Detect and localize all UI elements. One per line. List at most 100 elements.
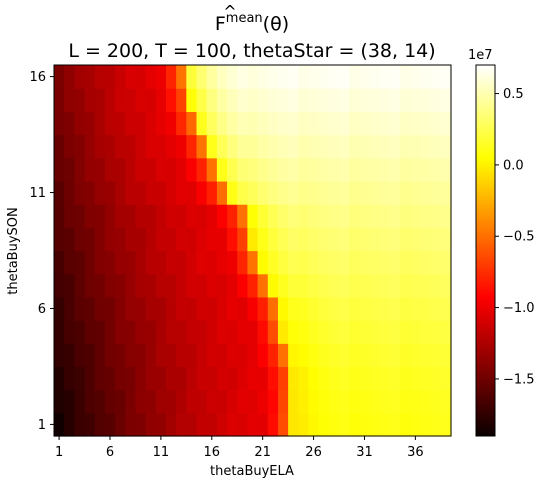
heatmap-cell — [298, 134, 310, 159]
heatmap-cell — [94, 273, 106, 298]
heatmap-cell — [400, 412, 411, 437]
heatmap-cell — [247, 273, 259, 298]
heatmap-cell — [64, 366, 75, 391]
heatmap-cell — [410, 366, 422, 391]
heatmap-cell — [257, 227, 269, 252]
heatmap-cell — [257, 343, 269, 368]
heatmap-cell — [277, 389, 289, 414]
heatmap-cell — [196, 88, 208, 112]
heatmap-cell — [440, 320, 452, 344]
heatmap-cell — [104, 111, 116, 136]
heatmap-cell — [267, 227, 279, 252]
heatmap-cell — [237, 250, 249, 275]
heatmap-cell — [155, 204, 167, 228]
heatmap-cell — [145, 227, 157, 252]
heatmap-cell — [359, 366, 371, 391]
heatmap-cell — [400, 296, 411, 321]
heatmap-cell — [420, 157, 432, 182]
heatmap-cell — [318, 134, 330, 159]
heatmap-cell — [145, 320, 157, 344]
heatmap-cell — [115, 65, 126, 89]
heatmap-cell — [379, 180, 391, 205]
heatmap-cell — [104, 250, 116, 275]
heatmap-cell — [349, 65, 360, 89]
heatmap-cell — [400, 180, 411, 205]
heatmap-cell — [54, 389, 65, 414]
heatmap-cell — [104, 65, 116, 89]
heatmap-cell — [186, 366, 198, 391]
heatmap-cell — [155, 320, 167, 344]
heatmap-cell — [104, 273, 116, 298]
heatmap-cell — [318, 412, 330, 437]
heatmap-cell — [176, 412, 187, 437]
heatmap-cell — [288, 204, 299, 228]
heatmap-cell — [74, 273, 86, 298]
heatmap-cell — [104, 134, 116, 159]
heatmap-cell — [298, 343, 310, 368]
heatmap-cell — [420, 250, 432, 275]
heatmap-cell — [420, 296, 432, 321]
heatmap-cell — [206, 412, 218, 437]
y-tick-label: 1 — [38, 418, 46, 433]
x-tick-label: 1 — [55, 445, 63, 460]
heatmap-cell — [277, 227, 289, 252]
heatmap-cell — [196, 273, 208, 298]
title-line2: L = 200, T = 100, thetaStar = (38, 14) — [68, 40, 435, 62]
heatmap-cell — [155, 65, 167, 89]
heatmap-cell — [206, 65, 218, 89]
heatmap-cell — [196, 412, 208, 437]
heatmap-cell — [216, 412, 228, 437]
heatmap-cell — [339, 273, 350, 298]
heatmap-cell — [247, 111, 259, 136]
heatmap-cell — [84, 296, 96, 321]
heatmap-cell — [64, 296, 75, 321]
heatmap-cell — [145, 389, 157, 414]
heatmap-cell — [308, 366, 320, 391]
heatmap-cell — [247, 296, 259, 321]
heatmap-cell — [389, 204, 401, 228]
heatmap-cell — [196, 296, 208, 321]
heatmap-cell — [247, 88, 259, 112]
heatmap-cell — [125, 88, 137, 112]
heatmap-cell — [318, 227, 330, 252]
heatmap-cell — [247, 250, 259, 275]
heatmap-cell — [267, 320, 279, 344]
heatmap-cell — [196, 343, 208, 368]
heatmap-cell — [135, 412, 147, 437]
heatmap-cell — [216, 111, 228, 136]
heatmap-cell — [359, 320, 371, 344]
heatmap-cell — [379, 227, 391, 252]
heatmap-cell — [420, 134, 432, 159]
heatmap-cell — [54, 65, 65, 89]
heatmap-cell — [155, 250, 167, 275]
heatmap-cell — [277, 111, 289, 136]
heatmap-cell — [206, 320, 218, 344]
heatmap-cell — [186, 111, 198, 136]
heatmap-cell — [277, 412, 289, 437]
heatmap-cell — [125, 296, 137, 321]
heatmap-cell — [257, 366, 269, 391]
heatmap-cell — [257, 412, 269, 437]
heatmap-cell — [389, 366, 401, 391]
heatmap-cell — [430, 157, 442, 182]
heatmap-cell — [155, 111, 167, 136]
heatmap-cell — [288, 180, 299, 205]
heatmap-cell — [267, 204, 279, 228]
heatmap-cell — [328, 412, 340, 437]
heatmap-cell — [196, 157, 208, 182]
heatmap-cell — [145, 65, 157, 89]
heatmap-cell — [410, 273, 422, 298]
heatmap-cell — [247, 412, 259, 437]
heatmap-cell — [257, 296, 269, 321]
heatmap-cell — [196, 250, 208, 275]
heatmap-cell — [135, 296, 147, 321]
heatmap-cell — [420, 389, 432, 414]
heatmap-cell — [94, 343, 106, 368]
heatmap-cell — [339, 65, 350, 89]
heatmap-cells — [54, 65, 452, 437]
heatmap-cell — [339, 389, 350, 414]
heatmap-cell — [115, 343, 126, 368]
colorbar-ticks: 0.5 0.0 −0.5 −1.0 −1.5 — [495, 87, 535, 387]
heatmap-cell — [54, 366, 65, 391]
heatmap-cell — [328, 88, 340, 112]
